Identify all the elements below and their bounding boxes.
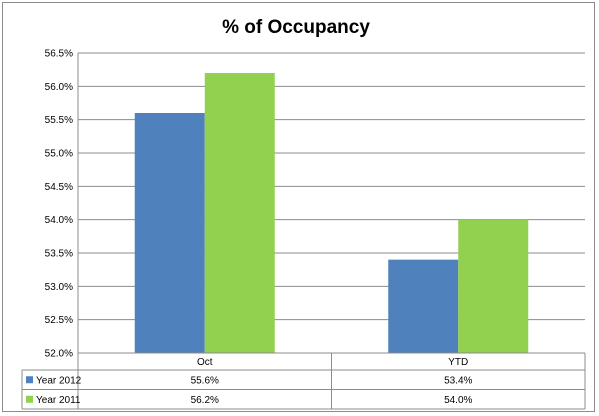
y-tick-label: 56.0% xyxy=(45,82,73,93)
legend-entry: Year 2012 xyxy=(36,375,82,386)
bar-year-2012-oct xyxy=(134,113,205,353)
x-tick-label: YTD xyxy=(448,357,468,368)
y-tick-label: 54.5% xyxy=(45,182,73,193)
legend-swatch xyxy=(26,395,33,403)
data-label: 53.4% xyxy=(444,375,472,386)
chart-title: % of Occupancy xyxy=(222,17,370,38)
data-label: 56.2% xyxy=(191,395,219,406)
x-tick-label: Oct xyxy=(197,357,213,368)
y-tick-label: 55.5% xyxy=(45,115,73,126)
y-tick-label: 53.0% xyxy=(45,282,73,293)
data-label: 54.0% xyxy=(444,395,472,406)
y-tick-label: 52.0% xyxy=(45,349,73,360)
legend-entry: Year 2011 xyxy=(36,395,81,406)
bar-year-2011-ytd xyxy=(458,219,529,353)
bars xyxy=(134,73,529,353)
y-tick-label: 54.0% xyxy=(45,215,73,226)
y-tick-label: 52.5% xyxy=(45,315,73,326)
data-label: 55.6% xyxy=(191,375,219,386)
y-tick-label: 56.5% xyxy=(45,49,73,60)
data-table: Oct YTD Year 2012 55.6% 53.4% Year 2011 56.2% 5… xyxy=(21,352,586,410)
legend-swatch xyxy=(26,376,33,384)
bar-year-2011-oct xyxy=(204,73,275,353)
y-tick-label: 55.0% xyxy=(45,149,73,160)
bar-year-2012-ytd xyxy=(388,259,459,353)
y-tick-label: 53.5% xyxy=(45,249,73,260)
y-axis: 52.0% 52.5% 53.0% 53.5% 54.0% 54.5% 55.0% 55.5%… xyxy=(45,49,79,360)
